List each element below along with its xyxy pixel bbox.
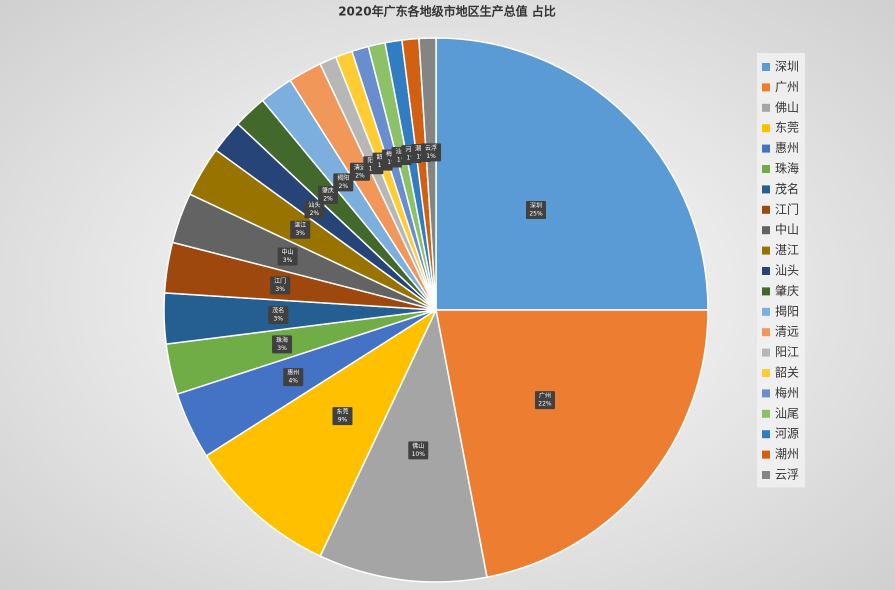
legend-label: 云浮 — [775, 468, 799, 482]
legend-label: 广州 — [775, 80, 799, 94]
data-label-value: 22% — [538, 401, 552, 408]
data-label-value: 2% — [355, 172, 365, 179]
legend-label: 河源 — [775, 427, 799, 441]
legend-label: 佛山 — [775, 100, 799, 114]
pie-slice — [319, 307, 488, 583]
data-label-value: 1% — [426, 153, 436, 160]
legend-swatch — [762, 267, 770, 275]
data-label-name: 江门 — [274, 277, 286, 285]
legend-label: 珠海 — [775, 161, 799, 176]
legend-swatch — [762, 124, 770, 133]
legend-label: 阳江 — [775, 345, 799, 359]
data-label-name: 湛江 — [294, 222, 306, 229]
legend-swatch — [762, 348, 770, 357]
data-label-name: 深圳 — [530, 201, 542, 209]
data-label-value: 2% — [310, 210, 320, 217]
data-label-value: 10% — [412, 451, 426, 458]
data-label-box — [526, 200, 547, 219]
data-label-value: 2% — [323, 195, 333, 202]
legend-label: 惠州 — [775, 141, 799, 155]
data-label-value: 3% — [283, 257, 293, 264]
pie-slice — [435, 309, 709, 579]
legend-label: 肇庆 — [775, 283, 799, 298]
legend-swatch — [762, 307, 770, 316]
legend-label: 梅州 — [775, 385, 799, 400]
data-label-box — [408, 441, 429, 460]
data-label-box — [272, 335, 293, 354]
legend-swatch — [762, 63, 770, 71]
legend-label: 江门 — [775, 201, 799, 216]
legend-swatch — [762, 430, 770, 439]
data-label-name: 清远 — [354, 163, 366, 171]
data-label-name: 惠州 — [287, 369, 299, 377]
legend-swatch — [762, 83, 770, 92]
data-label-name: 中山 — [282, 248, 294, 256]
data-label-value: 9% — [338, 417, 348, 424]
data-label-name: 汕头 — [308, 201, 320, 209]
data-label-name: 佛山 — [412, 442, 424, 450]
pie-slice — [435, 37, 709, 311]
legend-label: 汕尾 — [775, 406, 799, 420]
data-label-name: 茂名 — [272, 306, 284, 314]
legend-swatch — [762, 185, 770, 194]
legend-swatch — [762, 450, 770, 459]
legend-swatch — [762, 389, 770, 398]
data-label-box — [270, 276, 291, 295]
data-label-value: 2% — [339, 183, 349, 190]
chart-title: 2020年广东各地级市地区生产总值 占比 — [338, 4, 556, 19]
legend-label: 揭阳 — [775, 303, 799, 318]
legend-label: 湛江 — [775, 243, 799, 257]
data-label-name: 东莞 — [336, 408, 348, 416]
data-label-box — [534, 391, 555, 410]
data-label-box — [283, 368, 304, 387]
data-label-name: 揭阳 — [337, 174, 349, 182]
data-label-name: 珠海 — [276, 336, 288, 344]
data-label-name: 肇庆 — [322, 186, 334, 194]
data-label-name: 广州 — [539, 392, 551, 400]
legend-label: 中山 — [775, 222, 799, 237]
data-label-name: 云浮 — [425, 144, 437, 152]
data-label-box — [318, 185, 339, 204]
legend-swatch — [762, 144, 770, 153]
legend-label: 东莞 — [775, 121, 799, 135]
data-label-box — [290, 220, 311, 239]
data-label-box — [333, 173, 354, 192]
legend-swatch — [762, 409, 770, 418]
pie-slice — [418, 37, 437, 311]
legend-label: 潮州 — [775, 446, 799, 461]
legend-label: 清远 — [775, 325, 799, 339]
legend-swatch — [762, 369, 770, 377]
legend-swatch — [762, 226, 770, 235]
data-label-value: 3% — [274, 315, 284, 322]
data-label-box — [268, 305, 289, 324]
legend-label: 韶关 — [775, 365, 799, 380]
data-label-box — [304, 200, 325, 219]
legend-swatch — [762, 328, 770, 337]
data-label-value: 3% — [275, 286, 285, 293]
data-label-value: 25% — [529, 210, 543, 217]
data-label-value: 3% — [295, 230, 305, 237]
legend-label: 汕头 — [775, 264, 799, 278]
data-label-box — [332, 407, 353, 426]
data-label-value: 4% — [288, 378, 298, 385]
legend-label: 茂名 — [775, 181, 799, 196]
legend-swatch — [762, 205, 770, 214]
legend-swatch — [762, 103, 770, 112]
legend-swatch — [762, 165, 770, 173]
legend-swatch — [762, 246, 770, 255]
legend-label: 深圳 — [775, 60, 799, 74]
data-label-box — [277, 247, 298, 266]
legend-swatch — [762, 471, 770, 479]
data-label-value: 3% — [277, 345, 287, 352]
legend-swatch — [762, 287, 770, 296]
pie-slice — [205, 307, 438, 558]
data-label-box — [421, 143, 442, 162]
